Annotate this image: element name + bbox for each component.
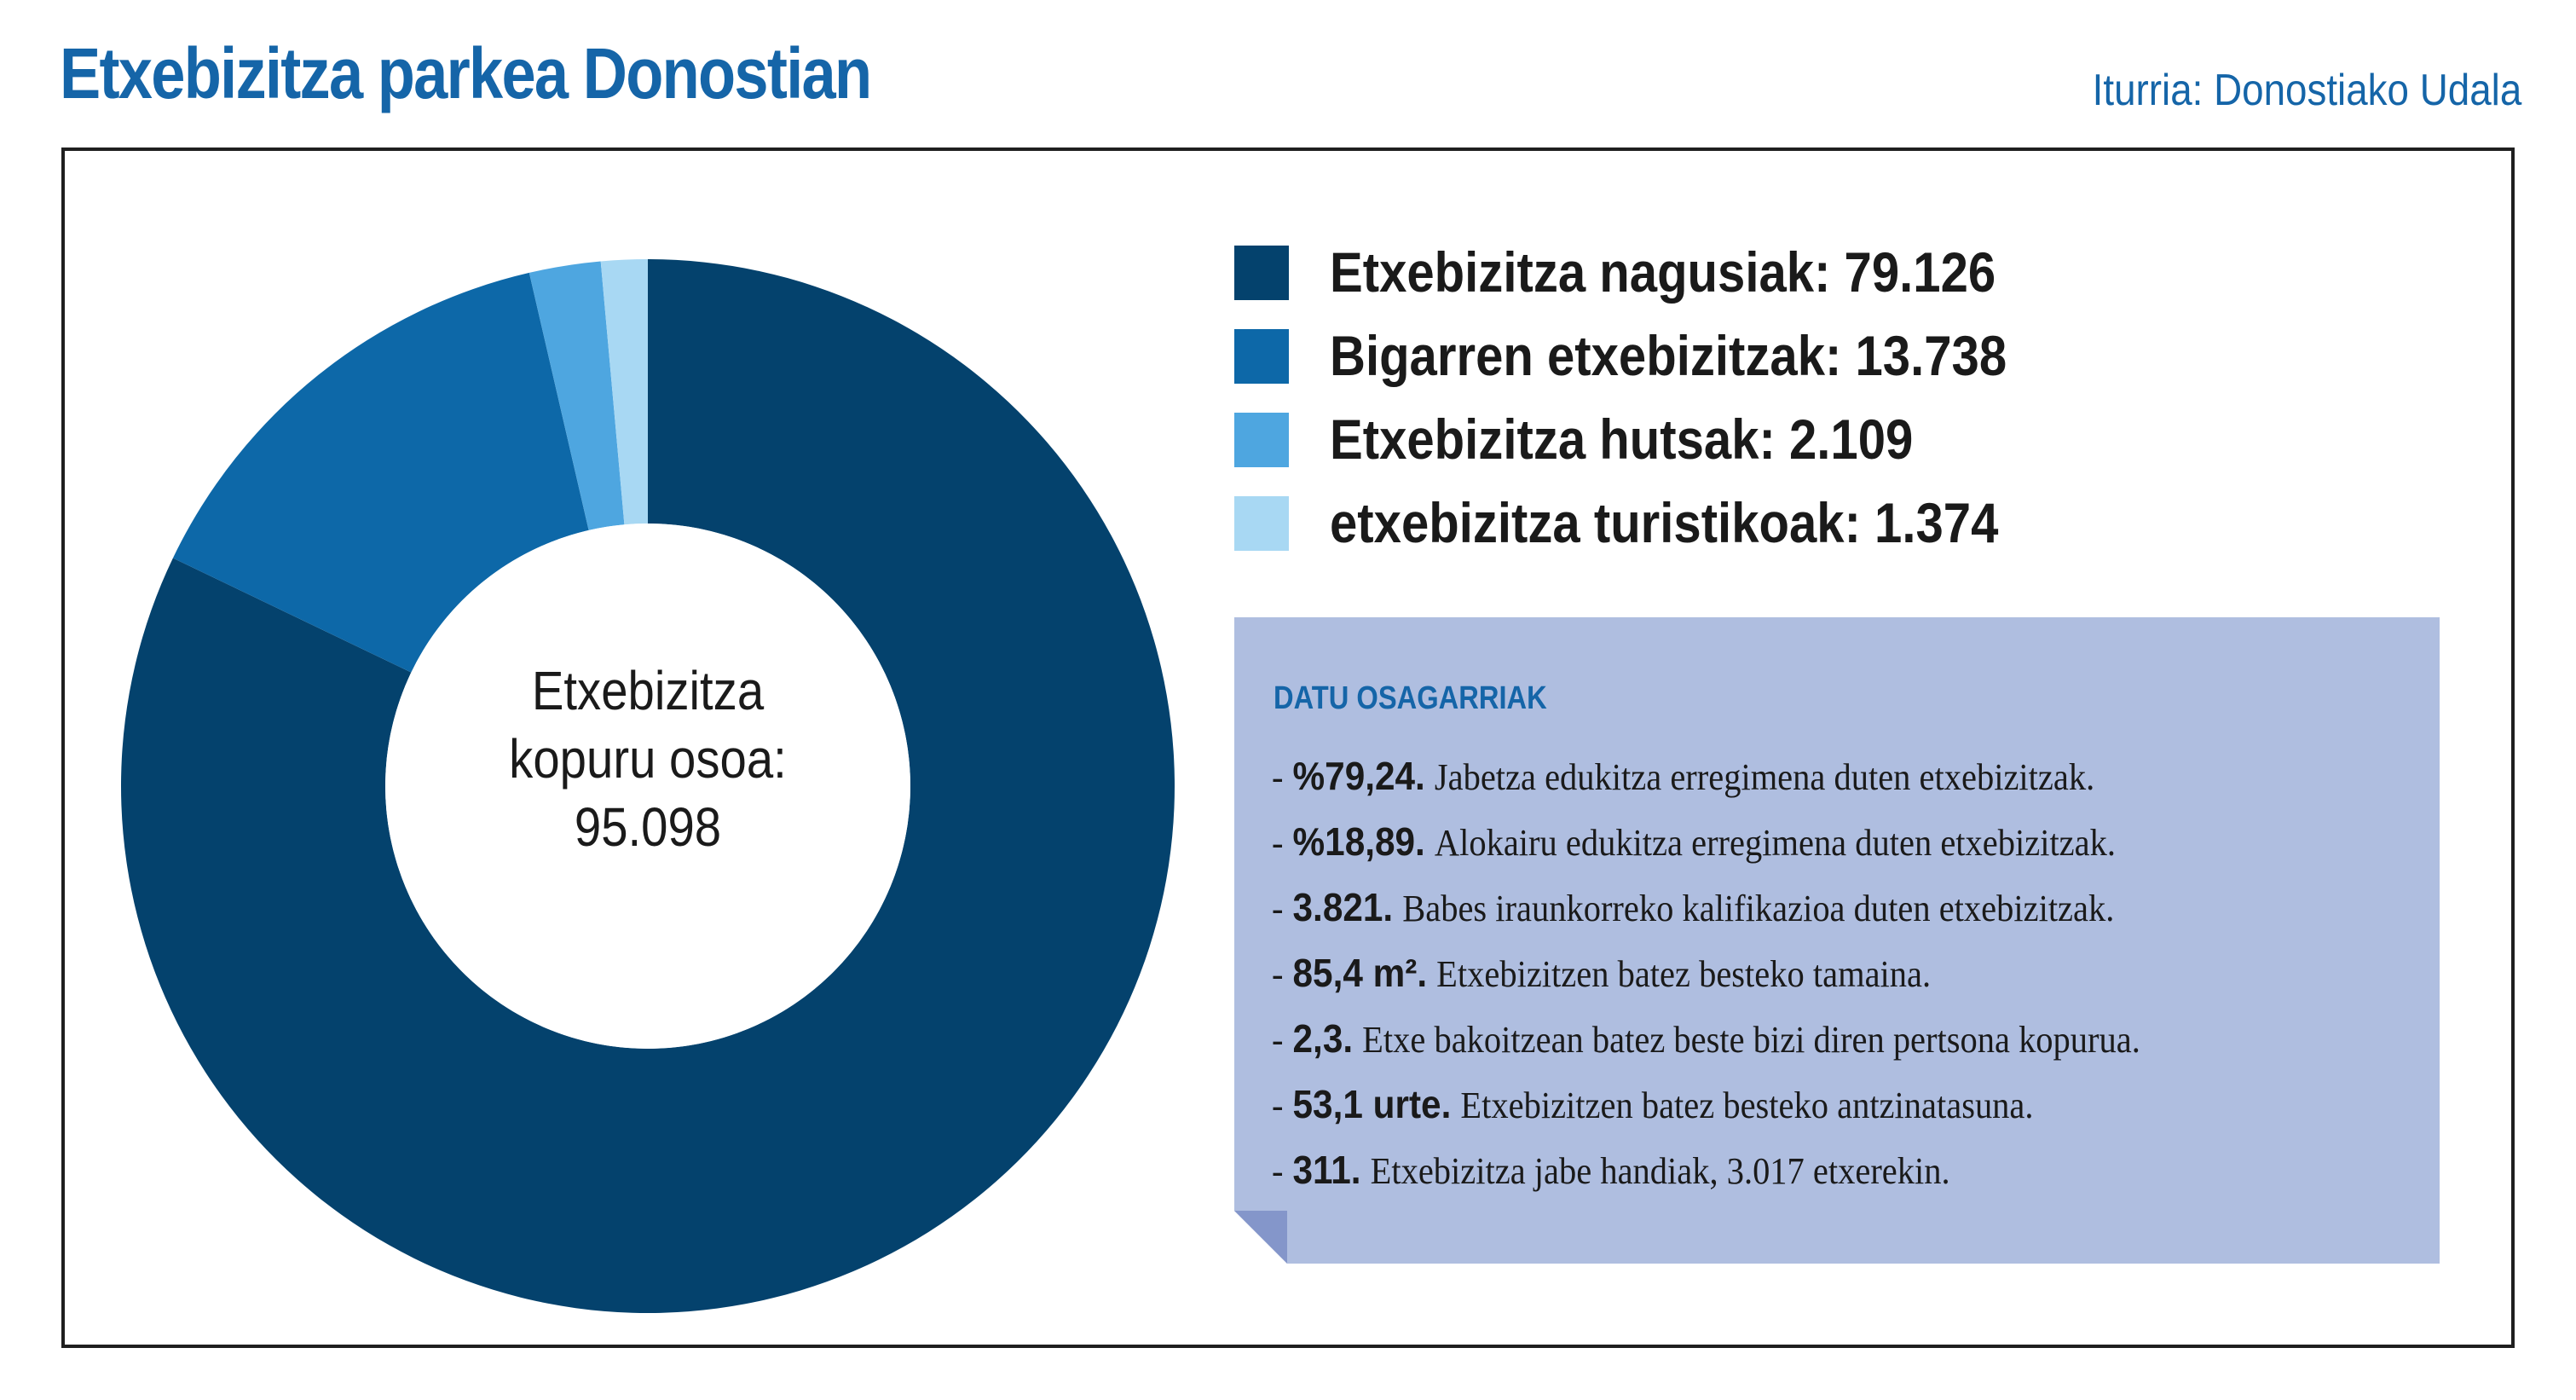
item-text: Jabetza edukitza erregimena duten etxebi…	[1434, 756, 2095, 798]
item-text: Alokairu edukitza erregimena duten etxeb…	[1434, 822, 2116, 864]
legend-swatch	[1234, 246, 1289, 300]
item-value: %79,24.	[1292, 754, 1425, 798]
extra-data-panel: DATU OSAGARRIAK - %79,24. Jabetza edukitza…	[1234, 617, 2440, 1264]
legend-label: Etxebizitza hutsak: 2.109	[1330, 408, 1914, 471]
legend-swatch	[1234, 496, 1289, 551]
extra-data-item: - %79,24. Jabetza edukitza erregimena dute…	[1272, 754, 2095, 798]
chart-title: Etxebizitza parkea Donostian	[60, 33, 872, 113]
item-value: 85,4 m².	[1292, 951, 1428, 995]
item-text: Etxe bakoitzean batez beste bizi diren p…	[1362, 1019, 2140, 1061]
donut-hole	[385, 524, 910, 1049]
item-value: 311.	[1292, 1148, 1361, 1192]
extra-data-item: -2,3. Etxe bakoitzean batez beste bizi di…	[1272, 1016, 2140, 1061]
extra-data-list: - %79,24. Jabetza edukitza erregimena dute…	[1272, 750, 2215, 1210]
item-text: Etxebizitzen batez besteko antzinatasuna…	[1460, 1085, 2034, 1126]
item-value: 53,1 urte.	[1292, 1082, 1452, 1126]
item-value: %18,89.	[1292, 819, 1425, 864]
extra-data-item: - %18,89. Alokairu edukitza erregimena dut…	[1272, 819, 2116, 864]
item-value: 2,3.	[1292, 1016, 1354, 1061]
donut-slice	[172, 272, 589, 673]
item-text: Etxebizitza jabe handiak, 3.017 etxereki…	[1370, 1150, 1950, 1192]
source-label: Iturria: Donostiako Udala	[2092, 66, 2521, 115]
legend-label: Etxebizitza nagusiak: 79.126	[1330, 240, 1996, 304]
extra-data-background	[1234, 617, 2440, 1264]
extra-data-title: DATU OSAGARRIAK	[1274, 680, 1547, 716]
legend-swatch	[1234, 329, 1289, 384]
legend-swatch	[1234, 413, 1289, 467]
extra-data-item: -311. Etxebizitza jabe handiak, 3.017 etx…	[1272, 1148, 1950, 1192]
extra-data-item: -3.821. Babes iraunkorreko kalifikazioa d…	[1272, 885, 2115, 929]
item-text: Babes iraunkorreko kalifikazioa duten et…	[1402, 888, 2115, 929]
legend-label: etxebizitza turistikoak: 1.374	[1330, 491, 1999, 554]
item-value: 3.821.	[1292, 885, 1394, 929]
chart-frame	[61, 148, 2515, 1348]
donut-chart	[121, 259, 1175, 1313]
center-label-total: 95.098	[574, 796, 722, 858]
donut-center-label: Etxebizitza kopuru osoa: 95.098	[392, 657, 904, 861]
center-label-line: Etxebizitza	[531, 660, 765, 721]
donut-slice	[121, 259, 1175, 1313]
item-text: Etxebizitzen batez besteko tamaina.	[1436, 953, 1932, 995]
extra-data-item: -53,1 urte. Etxebizitzen batez besteko an…	[1272, 1082, 2034, 1126]
legend-label: Bigarren etxebizitzak: 13.738	[1330, 324, 2007, 387]
donut-slice	[600, 259, 648, 525]
donut-slice	[528, 261, 625, 530]
extra-data-item: -85,4 m². Etxebizitzen batez besteko tama…	[1272, 951, 1932, 995]
center-label-line: kopuru osoa:	[509, 728, 787, 790]
